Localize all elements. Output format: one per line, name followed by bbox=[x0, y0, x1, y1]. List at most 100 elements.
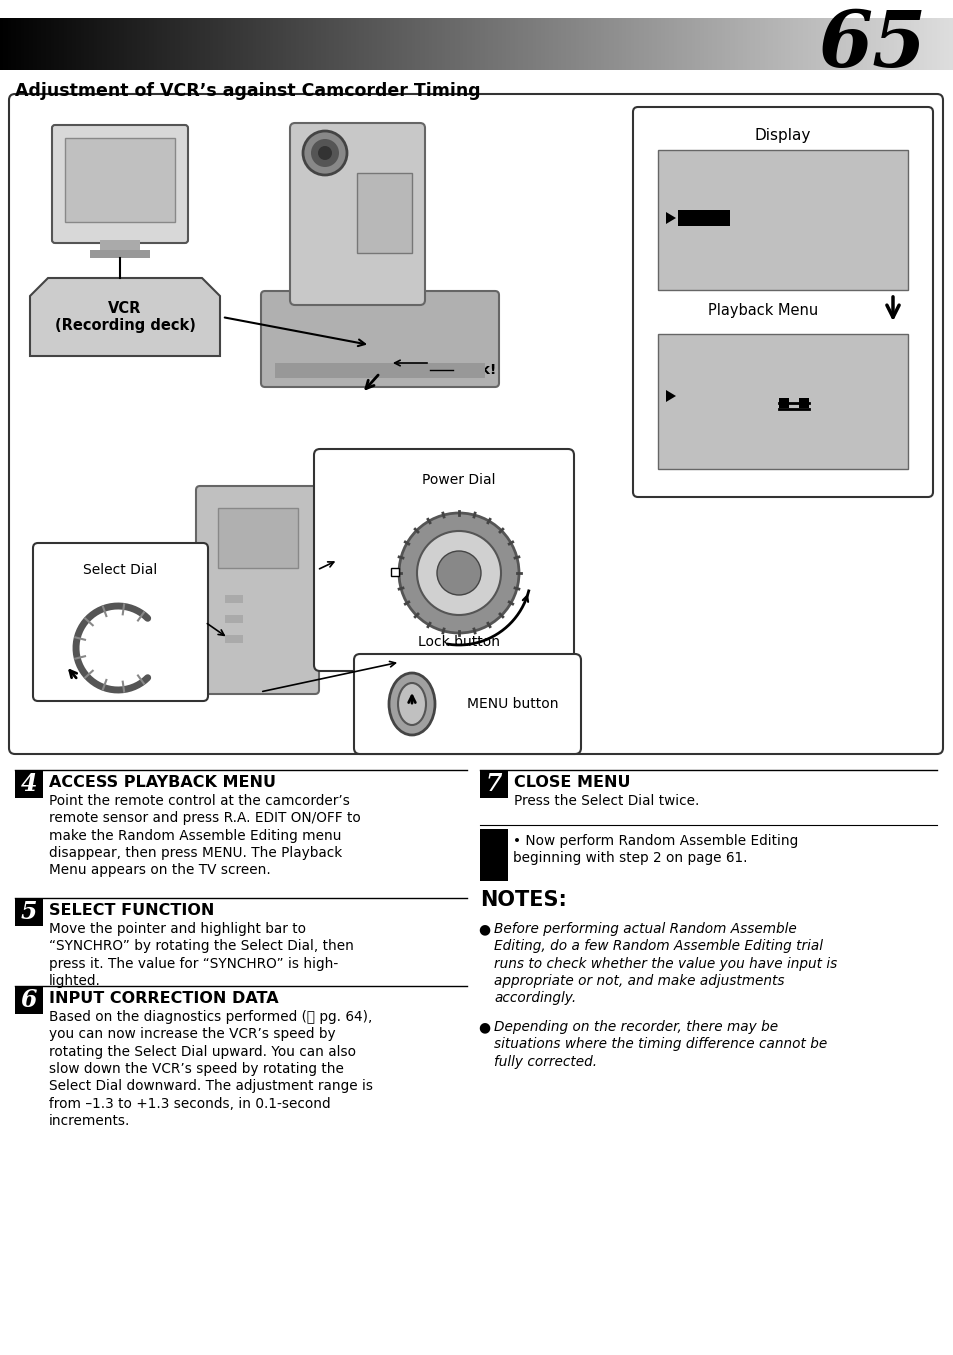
Bar bbox=[353, 18, 355, 70]
Bar bbox=[416, 18, 418, 70]
Bar bbox=[116, 18, 118, 70]
Bar bbox=[903, 18, 906, 70]
Bar bbox=[774, 18, 776, 70]
Bar bbox=[225, 595, 243, 603]
Bar bbox=[769, 18, 771, 70]
Bar bbox=[521, 18, 523, 70]
Bar bbox=[872, 18, 875, 70]
Bar bbox=[395, 18, 398, 70]
Bar bbox=[19, 18, 22, 70]
Bar bbox=[643, 18, 646, 70]
Bar bbox=[152, 18, 155, 70]
Bar bbox=[886, 18, 889, 70]
Bar bbox=[412, 18, 414, 70]
Bar bbox=[26, 18, 28, 70]
Bar bbox=[184, 18, 187, 70]
Bar bbox=[617, 18, 618, 70]
Bar bbox=[734, 18, 737, 70]
Bar bbox=[841, 18, 842, 70]
Bar bbox=[200, 18, 203, 70]
Bar bbox=[712, 18, 714, 70]
Bar bbox=[45, 18, 47, 70]
Bar bbox=[124, 18, 127, 70]
Bar bbox=[383, 18, 385, 70]
Bar bbox=[902, 18, 904, 70]
Bar bbox=[40, 18, 42, 70]
Circle shape bbox=[436, 551, 480, 595]
Bar bbox=[545, 18, 547, 70]
Text: ●: ● bbox=[477, 921, 490, 936]
Bar bbox=[169, 18, 171, 70]
Bar bbox=[298, 18, 301, 70]
Bar bbox=[807, 18, 809, 70]
Bar bbox=[915, 18, 918, 70]
Bar bbox=[578, 18, 580, 70]
Bar bbox=[901, 18, 903, 70]
Bar bbox=[372, 18, 375, 70]
Bar bbox=[438, 18, 441, 70]
Bar bbox=[831, 18, 833, 70]
Bar bbox=[332, 18, 335, 70]
Bar bbox=[486, 18, 489, 70]
Bar bbox=[462, 18, 465, 70]
Bar bbox=[15, 770, 43, 798]
Text: Point the remote control at the camcorder’s
remote sensor and press R.A. EDIT ON: Point the remote control at the camcorde… bbox=[49, 794, 360, 877]
Bar bbox=[122, 18, 125, 70]
Bar bbox=[827, 18, 830, 70]
Bar bbox=[446, 18, 449, 70]
Bar bbox=[345, 18, 347, 70]
Bar bbox=[314, 18, 317, 70]
Bar bbox=[762, 18, 765, 70]
Bar bbox=[336, 18, 339, 70]
Bar bbox=[502, 18, 504, 70]
Bar bbox=[922, 18, 923, 70]
Bar bbox=[651, 18, 654, 70]
Bar bbox=[391, 568, 398, 576]
Bar bbox=[155, 18, 158, 70]
Bar bbox=[684, 18, 687, 70]
Bar bbox=[879, 18, 881, 70]
FancyBboxPatch shape bbox=[354, 654, 580, 753]
Bar bbox=[648, 18, 651, 70]
Bar bbox=[335, 18, 337, 70]
Text: Lock!: Lock! bbox=[455, 363, 497, 377]
Bar bbox=[619, 18, 622, 70]
Bar bbox=[367, 18, 370, 70]
Bar bbox=[513, 18, 516, 70]
Bar bbox=[100, 240, 140, 251]
Bar bbox=[205, 18, 208, 70]
Bar bbox=[313, 18, 315, 70]
Bar bbox=[853, 18, 856, 70]
Bar bbox=[419, 18, 422, 70]
Bar bbox=[755, 18, 757, 70]
Bar bbox=[700, 18, 703, 70]
Bar bbox=[33, 18, 36, 70]
Bar bbox=[445, 18, 447, 70]
Bar bbox=[736, 18, 738, 70]
Bar bbox=[905, 18, 908, 70]
Bar bbox=[577, 18, 579, 70]
Bar bbox=[475, 18, 477, 70]
Bar bbox=[574, 18, 576, 70]
Bar bbox=[615, 18, 618, 70]
Bar bbox=[343, 18, 346, 70]
Bar bbox=[775, 18, 778, 70]
Bar bbox=[348, 18, 351, 70]
Bar bbox=[788, 18, 790, 70]
Bar bbox=[317, 18, 320, 70]
Bar bbox=[791, 18, 794, 70]
Bar bbox=[324, 18, 327, 70]
Bar bbox=[939, 18, 942, 70]
Bar bbox=[15, 898, 43, 925]
Bar bbox=[405, 18, 408, 70]
Bar bbox=[375, 18, 377, 70]
Bar bbox=[127, 18, 130, 70]
Bar bbox=[50, 18, 51, 70]
Bar bbox=[88, 18, 90, 70]
Bar bbox=[743, 18, 746, 70]
Bar bbox=[839, 18, 841, 70]
Bar bbox=[202, 18, 204, 70]
Bar bbox=[817, 18, 819, 70]
Bar bbox=[160, 18, 163, 70]
Bar bbox=[14, 18, 17, 70]
